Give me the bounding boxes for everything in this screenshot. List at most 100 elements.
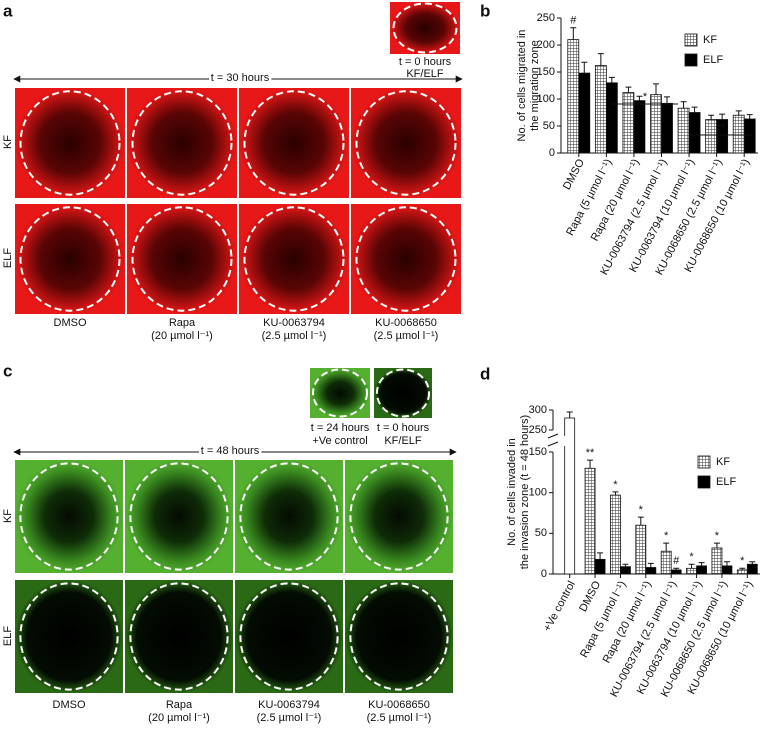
bar (677, 107, 690, 154)
wound-circle (349, 582, 449, 691)
annotation: * (740, 555, 745, 567)
micrograph (351, 88, 461, 198)
bar (594, 558, 606, 575)
column-label: KU-0068650 (375, 317, 437, 329)
annotation: * (664, 530, 669, 542)
wound-circle (129, 582, 229, 691)
bar (711, 547, 723, 575)
wound-circle (243, 90, 345, 196)
bar (660, 550, 672, 575)
error-bar (708, 114, 715, 120)
legend-swatch (684, 33, 698, 47)
column-label: Rapa (166, 699, 193, 711)
legend-label: ELF (716, 476, 736, 488)
micrograph (125, 580, 233, 693)
y-tick-label: 50 (543, 120, 555, 132)
annotation: ** (586, 447, 595, 459)
bar (670, 569, 682, 575)
annotation: * (715, 530, 720, 542)
bar (584, 467, 596, 575)
error-bar (723, 561, 730, 566)
bar (594, 65, 607, 154)
y-axis-label: the invasion zone (t = 48 hours) (519, 415, 531, 569)
error-bar (746, 114, 753, 119)
error-bar (625, 86, 632, 93)
panel-label: b (480, 1, 490, 20)
wound-circle (19, 462, 119, 571)
annotation: * (613, 479, 618, 491)
bar (746, 563, 758, 575)
row-label: KF (2, 509, 14, 523)
bar (605, 82, 618, 154)
column-dose: (20 µmol l⁻¹) (151, 330, 213, 342)
micrograph (127, 204, 237, 314)
micrograph (374, 368, 432, 418)
y-tick-label: 100 (529, 487, 547, 499)
column-dose: (20 µmol l⁻¹) (148, 712, 210, 724)
annotation: # (673, 555, 680, 567)
micrograph (15, 460, 123, 573)
wound-circle (392, 2, 458, 54)
column-dose: (2.5 µmol l⁻¹) (257, 712, 322, 724)
inset-time: t = 0 hours (399, 56, 452, 68)
bar (622, 92, 635, 154)
y-tick-label: 100 (537, 93, 555, 105)
y-tick-label: 150 (529, 446, 547, 458)
error-bar (597, 552, 604, 560)
inset-group: KF/ELF (384, 435, 422, 447)
legend-label: KF (716, 456, 730, 468)
y-axis-label: No. of cells invaded in (506, 438, 518, 546)
wound-circle (243, 206, 345, 312)
bar (743, 118, 756, 154)
micrograph (15, 88, 125, 198)
time-label: t = 48 hours (201, 445, 260, 457)
x-tick-label: +Ve control (541, 579, 578, 633)
panel-label: a (3, 1, 13, 20)
y-tick-label: 300 (529, 404, 547, 416)
bar (705, 119, 718, 154)
bar (633, 100, 646, 154)
error-bar (608, 76, 615, 83)
wound-circle (19, 206, 121, 312)
bar (736, 569, 748, 575)
micrograph (390, 2, 460, 54)
column-dose: (2.5 µmol l⁻¹) (367, 712, 432, 724)
axis-break (547, 436, 571, 446)
row-label: KF (2, 135, 14, 149)
error-bar (664, 96, 670, 104)
bar (567, 39, 580, 154)
axis-break-mark (547, 433, 559, 447)
error-bar (647, 562, 654, 568)
legend-label: ELF (703, 54, 723, 66)
annotation: ** (717, 122, 726, 134)
legend-swatch (684, 53, 698, 67)
legend-swatch (697, 455, 711, 469)
column-label: DMSO (53, 699, 86, 711)
legend-swatch (697, 475, 711, 489)
micrograph (345, 580, 453, 693)
column-dose: (2.5 µmol l⁻¹) (374, 330, 439, 342)
micrograph (351, 204, 461, 314)
micrograph (15, 204, 125, 314)
panel-label: d (480, 364, 490, 383)
row-label: ELF (2, 626, 14, 646)
error-bar (636, 95, 643, 101)
error-bar (688, 563, 695, 569)
wound-circle (355, 206, 457, 312)
x-tick-label: DMSO (577, 579, 603, 614)
wound-circle (355, 90, 457, 196)
micrograph (15, 580, 123, 693)
y-tick-label: 150 (537, 66, 555, 78)
wound-circle (312, 368, 368, 418)
y-tick-label: 200 (537, 39, 555, 51)
wound-circle (375, 368, 431, 418)
micrograph (239, 204, 349, 314)
time-label: t = 30 hours (211, 72, 270, 84)
column-label: KU-0068650 (368, 699, 430, 711)
inset-time: t = 0 hours (377, 422, 430, 434)
annotation: * (639, 504, 644, 516)
bar (688, 112, 701, 154)
error-bar (570, 27, 577, 40)
annotation: # (570, 15, 577, 27)
